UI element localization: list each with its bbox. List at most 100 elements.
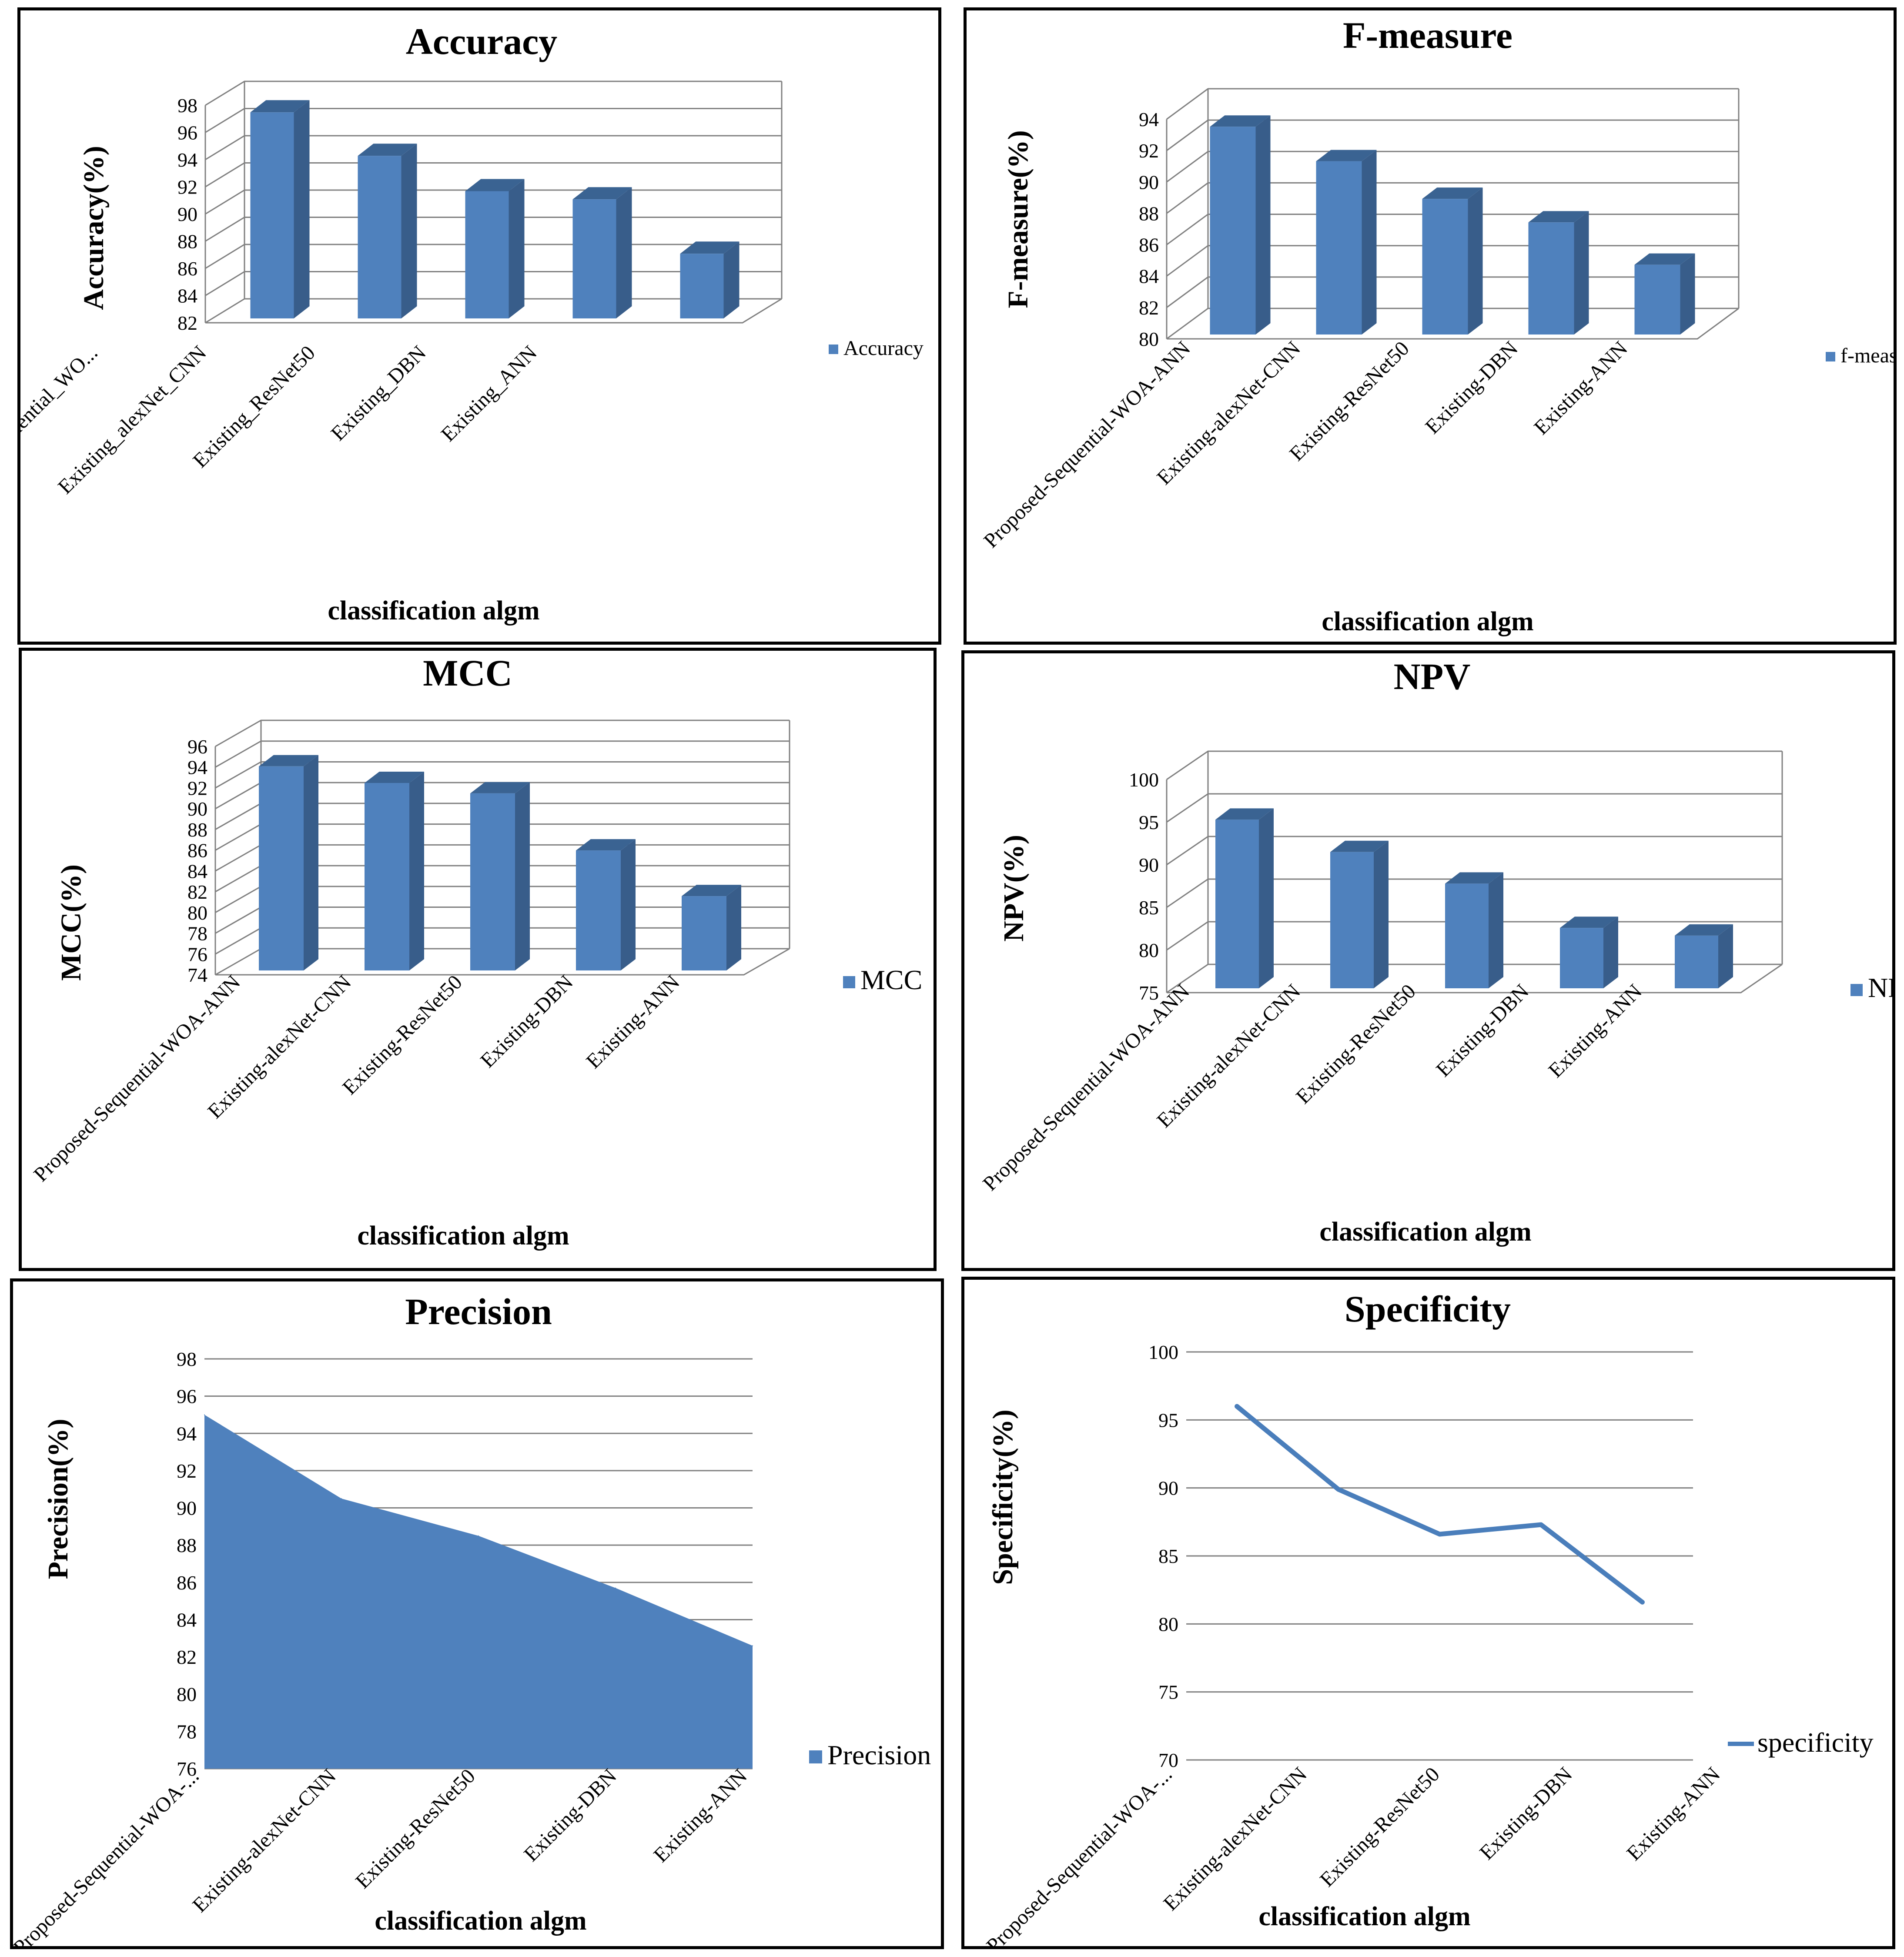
mcc-legend-swatch — [843, 976, 855, 988]
mcc-bar-1-top — [365, 771, 424, 783]
npv-chart-x-label: classification algm — [1319, 1217, 1531, 1247]
accuracy-bar-1-side — [401, 144, 417, 318]
fmeasure-y-tick-1: 82 — [1139, 297, 1159, 319]
mcc-x-tick-4: Existing-ANN — [582, 970, 684, 1073]
npv-bar-0-side — [1259, 808, 1274, 988]
npv-bar-0-front — [1215, 820, 1259, 988]
accuracy-bar-1-front — [358, 156, 402, 318]
specificity-chart-marks — [1235, 1404, 1645, 1605]
accuracy-chart: 82 84 86 88 90 92 94 96 98 Proposed_Sequential_W… — [20, 20, 924, 626]
specificity-x-tick-3: Existing-DBN — [1475, 1763, 1577, 1864]
fmeasure-bar-4-front — [1634, 264, 1680, 335]
mcc-y-tick-6: 86 — [187, 840, 207, 862]
accuracy-bar-4 — [680, 241, 740, 318]
mcc-bar-1-front — [365, 783, 409, 970]
fmeasure-bar-1-side — [1362, 150, 1377, 335]
accuracy-y-tick-7: 96 — [177, 122, 197, 144]
specificity-x-tick-1: Existing-alexNet-CNN — [1159, 1763, 1311, 1915]
mcc-bar-0-front — [259, 766, 304, 970]
mcc-chart-panel: 74 76 78 80 82 84 86 88 90 92 94 96 Proposed-Sequen… — [19, 648, 937, 1271]
npv-bar-4 — [1675, 924, 1733, 988]
accuracy-bar-3-side — [616, 187, 632, 318]
precision-x-tick-3: Existing-DBN — [519, 1764, 621, 1866]
fmeasure-x-tick-4: Existing-ANN — [1529, 337, 1632, 439]
precision-point-0 — [204, 1414, 205, 1415]
fmeasure-bar-3-side — [1574, 211, 1589, 335]
mcc-y-tick-9: 92 — [187, 777, 207, 799]
accuracy-bar-2-front — [465, 191, 509, 318]
fmeasure-gridline-4 — [1166, 182, 1739, 214]
mcc-chart-title: MCC — [423, 652, 512, 694]
fmeasure-x-tick-2: Existing-ResNet50 — [1285, 337, 1414, 465]
specificity-point-0 — [1236, 1406, 1238, 1407]
mcc-bar-1-side — [409, 771, 424, 970]
precision-y-tick-8: 92 — [177, 1460, 197, 1482]
accuracy-x-tick-3: Existing_DBN — [327, 341, 431, 445]
fmeasure-legend-swatch — [1826, 352, 1835, 361]
precision-area — [204, 1415, 753, 1769]
specificity-y-tick-1: 75 — [1158, 1681, 1178, 1703]
accuracy-bar-3-top — [572, 187, 632, 200]
npv-bar-3-front — [1560, 928, 1603, 988]
npv-gridline-2 — [1166, 878, 1782, 908]
fmeasure-y-tick-3: 86 — [1139, 234, 1159, 256]
fmeasure-chart-backwall — [1166, 89, 1740, 340]
mcc-bar-3-side — [621, 839, 636, 970]
mcc-floor-edge — [215, 948, 790, 976]
npv-bar-3-side — [1603, 917, 1618, 988]
fmeasure-bar-3 — [1528, 211, 1589, 335]
accuracy-bar-2 — [465, 179, 525, 318]
accuracy-gridline-5 — [205, 162, 782, 187]
mcc-gridline-11 — [215, 719, 790, 747]
accuracy-chart-marks — [250, 100, 740, 318]
fmeasure-bar-4-top — [1634, 253, 1695, 265]
precision-point-3 — [615, 1587, 616, 1589]
fmeasure-gridline-6 — [1166, 119, 1739, 151]
fmeasure-bar-1 — [1316, 150, 1377, 335]
fmeasure-bar-0-top — [1210, 115, 1271, 127]
accuracy-y-tick-4: 90 — [177, 203, 197, 225]
accuracy-bar-0 — [250, 100, 310, 318]
specificity-y-tick-4: 90 — [1158, 1477, 1178, 1499]
mcc-chart-y-label: MCC(%) — [55, 864, 87, 981]
fmeasure-gridline-5 — [1166, 151, 1739, 183]
npv-x-tick-0: Proposed-Sequential-WOA-ANN — [978, 980, 1194, 1195]
mcc-y-tick-3: 80 — [187, 902, 207, 924]
precision-y-tick-5: 86 — [177, 1572, 197, 1594]
mcc-bar-1 — [365, 771, 424, 970]
npv-y-tick-5: 100 — [1129, 769, 1159, 791]
specificity-y-tick-5: 95 — [1158, 1409, 1178, 1431]
fmeasure-x-tick-3: Existing-DBN — [1421, 337, 1523, 438]
mcc-y-tick-10: 94 — [187, 756, 207, 779]
fmeasure-chart-categories: Proposed-Sequential-WOA-ANNExisting-alex… — [979, 337, 1632, 552]
accuracy-gridline-6 — [205, 135, 782, 161]
accuracy-bar-3-front — [572, 199, 616, 318]
specificity-x-tick-0: Proposed-Sequential-WOA-... — [982, 1763, 1177, 1946]
npv-gridline-4 — [1166, 793, 1782, 823]
fmeasure-bar-2-side — [1468, 187, 1483, 335]
accuracy-y-tick-3: 88 — [177, 231, 197, 253]
accuracy-x-tick-4: Existing_ANN — [437, 341, 542, 446]
npv-bar-4-top — [1675, 924, 1733, 936]
accuracy-y-tick-1: 84 — [177, 285, 197, 307]
precision-chart-marks — [204, 1414, 753, 1769]
fmeasure-bar-2-top — [1422, 187, 1483, 199]
npv-y-tick-4: 95 — [1139, 811, 1159, 833]
npv-y-tick-0: 75 — [1139, 982, 1159, 1004]
npv-chart-marks — [1215, 808, 1733, 988]
npv-chart-panel: 75 80 85 90 95 100 Proposed-Sequential-WOA-AN… — [961, 650, 1895, 1271]
precision-legend-swatch — [809, 1750, 822, 1763]
fmeasure-y-tick-6: 92 — [1139, 140, 1159, 162]
mcc-gridline-10 — [215, 740, 790, 768]
specificity-point-1 — [1338, 1489, 1339, 1490]
fmeasure-x-tick-0: Proposed-Sequential-WOA-ANN — [979, 337, 1195, 552]
accuracy-bar-1-top — [358, 144, 417, 156]
accuracy-x-tick-0: Proposed_Sequential_WO... — [20, 341, 102, 525]
accuracy-bar-4-side — [723, 241, 740, 318]
mcc-chart-marks — [259, 755, 741, 970]
accuracy-y-tick-0: 82 — [177, 312, 197, 334]
fmeasure-floor-edge — [1167, 308, 1739, 340]
fmeasure-bar-3-top — [1528, 211, 1589, 223]
fmeasure-chart-panel: 80 82 84 86 88 90 92 94 Proposed-Sequential-WOA… — [964, 7, 1897, 645]
